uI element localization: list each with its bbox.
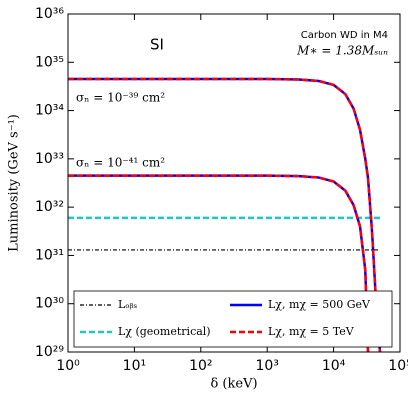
y-tick-label: 10³⁵ [35,54,64,70]
legend-label: Lₒᵦₛ [118,298,138,311]
legend-label: Lχ (geometrical) [118,325,211,338]
x-tick-label: 10³ [255,358,278,374]
plot-frame [67,13,401,353]
y-tick-label: 10³⁴ [35,103,64,119]
x-tick-label: 10² [189,358,212,374]
annotation: σₙ = 10⁻³⁹ cm² [76,91,165,105]
x-tick-label: 10¹ [123,358,146,374]
annotation: M∗ = 1.38Mₛᵤₙ [296,44,388,58]
y-tick-label: 10³⁶ [35,6,64,22]
series-line [68,174,370,352]
chart-title: SI [150,36,164,54]
y-tick-label: 10³¹ [35,247,64,263]
annotation: Carbon WD in M4 [301,30,388,41]
legend-box [73,290,393,348]
x-tick-label: 10⁰ [56,358,80,374]
y-tick-label: 10³² [35,199,64,215]
y-axis-label: Luminosity (GeV s⁻¹) [7,114,22,252]
series-line [68,77,382,352]
y-tick-label: 10³³ [35,151,64,167]
x-axis-label: δ (keV) [210,377,257,392]
y-tick-label: 10³⁰ [35,296,64,312]
x-tick-label: 10⁵ [388,358,408,374]
y-tick-label: 10²⁹ [35,344,64,360]
x-tick-label: 10⁴ [322,358,346,374]
legend-label: Lχ, mχ = 5 TeV [268,325,355,338]
annotation: σₙ = 10⁻⁴¹ cm² [76,156,165,170]
legend-label: Lχ, mχ = 500 GeV [268,298,371,311]
